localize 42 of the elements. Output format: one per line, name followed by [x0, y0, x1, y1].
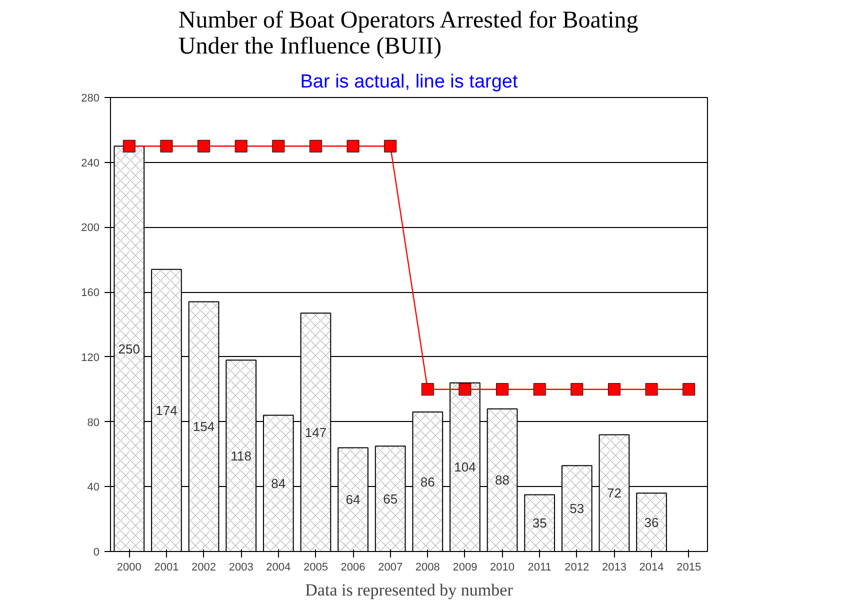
data-label: 35: [532, 516, 547, 531]
x-tick-label: 2011: [528, 562, 552, 574]
text: Data is represented by number: [305, 580, 514, 600]
x-tick-label: 2009: [452, 562, 478, 574]
x-tick-label: 2001: [154, 562, 179, 574]
x-tick-label: 2007: [378, 562, 403, 574]
y-tick-label: 80: [87, 416, 100, 429]
data-label: 154: [192, 419, 215, 434]
y-tick-label: 120: [81, 352, 100, 364]
chart-title: Number of Boat Operators Arrested for Boating Under the Influence (BUII): [178, 8, 638, 60]
y-tick-label: 0: [93, 546, 100, 558]
y-tick-label: 280: [81, 92, 100, 104]
x-tick-label: 2014: [639, 562, 664, 574]
x-tick-label: 2012: [564, 562, 590, 574]
data-label: 64: [346, 492, 360, 508]
data-label: 36: [644, 514, 659, 530]
data-label: 147: [304, 424, 327, 440]
y-tick-label: 200: [81, 222, 100, 234]
data-label: 118: [230, 448, 252, 464]
x-tick-label: 2010: [490, 562, 515, 574]
x-tick-label: 2008: [415, 562, 440, 574]
x-tick-label: 2002: [192, 562, 216, 574]
y-tick-label: 40: [87, 482, 100, 494]
x-tick-label: 2006: [340, 562, 366, 574]
x-tick-label: 2015: [676, 562, 702, 574]
data-label: 72: [606, 486, 622, 501]
x-tick-label: 2013: [602, 562, 626, 574]
y-tick-label: 160: [81, 287, 100, 300]
x-tick-label: 2004: [266, 562, 291, 574]
data-label: 250: [118, 341, 140, 356]
data-label: 88: [495, 472, 510, 488]
data-label: 174: [156, 402, 178, 418]
data-label: 53: [570, 501, 584, 516]
chart-subtitle: Bar is actual, line is target: [300, 72, 518, 92]
x-tick-label: 2005: [303, 562, 328, 574]
data-label: 86: [420, 474, 435, 490]
y-tick-label: 240: [81, 157, 100, 170]
data-label: 84: [271, 476, 286, 491]
x-tick-label: 2003: [228, 562, 254, 574]
x-tick-label: 2000: [116, 562, 142, 574]
data-label: 104: [454, 460, 476, 475]
data-label: 65: [383, 491, 398, 506]
